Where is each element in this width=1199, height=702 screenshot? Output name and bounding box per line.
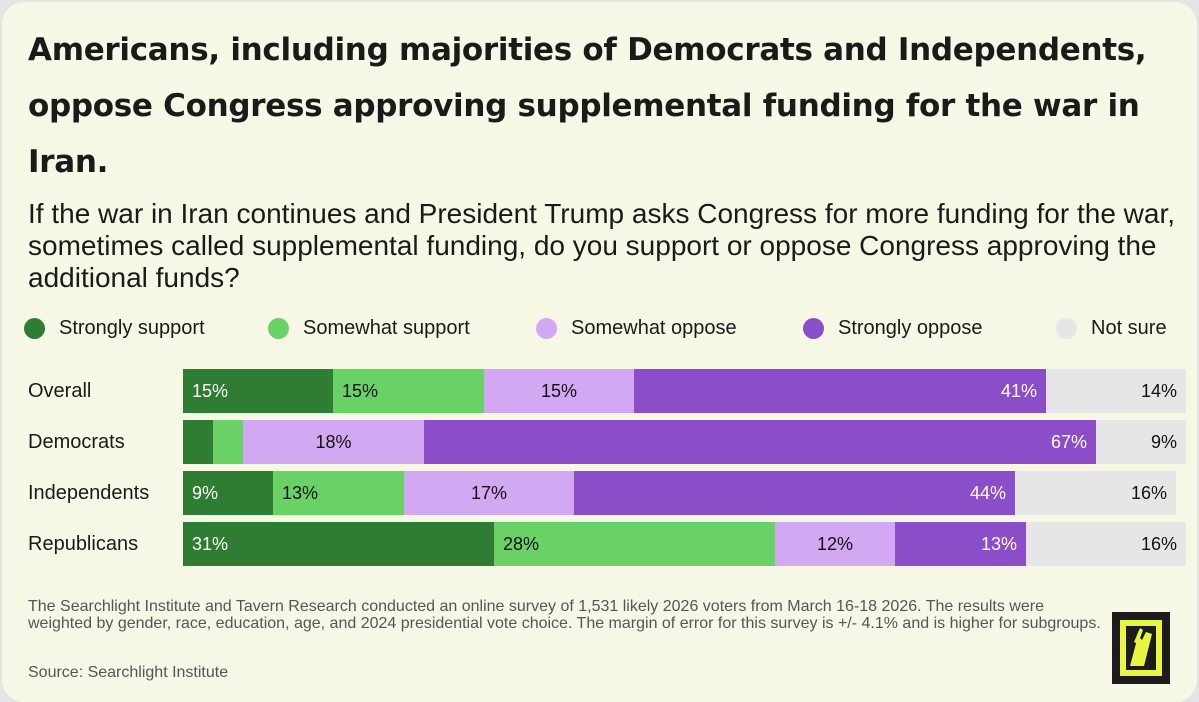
data-label: 16% (1130, 483, 1167, 503)
legend-item-somewhat-support: Somewhat support (268, 314, 470, 342)
data-label: 12% (816, 534, 854, 554)
legend-item-strongly-support: Strongly support (24, 314, 205, 342)
data-label: 41% (1000, 381, 1037, 401)
bar-democrats-somewhat-support (213, 420, 243, 464)
data-label: 44% (969, 483, 1006, 503)
legend-label-somewhat-support: Somewhat support (303, 316, 470, 339)
bar-democrats-not-sure: 9% (1096, 420, 1186, 464)
legend-swatch-somewhat-support (268, 317, 289, 339)
bar-republicans-somewhat-oppose: 12% (775, 522, 895, 566)
data-label: 13% (980, 534, 1017, 554)
legend-item-somewhat-oppose: Somewhat oppose (536, 314, 737, 342)
source-note: Source: Searchlight Institute (28, 664, 229, 681)
bar-independents-strongly-oppose: 44% (574, 471, 1015, 515)
legend-label-not-sure: Not sure (1091, 316, 1167, 339)
legend-label-strongly-oppose: Strongly oppose (838, 316, 983, 339)
legend-swatch-strongly-support (24, 317, 45, 339)
chart-subtitle: If the war in Iran continues and Preside… (28, 198, 1176, 293)
bar-overall-somewhat-support: 15% (333, 369, 484, 413)
bar-democrats-strongly-support (183, 420, 213, 464)
data-label: 17% (470, 483, 508, 503)
bar-independents-not-sure: 16% (1015, 471, 1176, 515)
bar-republicans-not-sure: 16% (1026, 522, 1186, 566)
data-label: 9% (1150, 432, 1177, 452)
data-label: 28% (503, 534, 540, 554)
bar-independents-somewhat-oppose: 17% (404, 471, 574, 515)
chart-title: Americans, including majorities of Democ… (28, 32, 1147, 180)
bar-republicans-somewhat-support: 28% (494, 522, 775, 566)
row-label-independents: Independents (28, 482, 150, 504)
methodology-note: The Searchlight Institute and Tavern Res… (28, 598, 1101, 632)
row-label-democrats: Democrats (28, 431, 125, 453)
row-label-overall: Overall (28, 380, 92, 402)
data-label: 31% (192, 534, 229, 554)
data-label: 67% (1050, 432, 1087, 452)
data-label: 9% (192, 483, 219, 503)
bar-democrats-strongly-oppose: 67% (424, 420, 1096, 464)
data-label: 15% (342, 381, 379, 401)
data-label: 15% (192, 381, 229, 401)
bar-republicans-strongly-oppose: 13% (895, 522, 1026, 566)
bar-republicans-strongly-support: 31% (183, 522, 494, 566)
bar-independents-somewhat-support: 13% (273, 471, 404, 515)
bar-overall-strongly-oppose: 41% (634, 369, 1046, 413)
row-label-republicans: Republicans (28, 533, 139, 555)
legend-label-somewhat-oppose: Somewhat oppose (571, 316, 737, 339)
bar-overall-somewhat-oppose: 15% (484, 369, 634, 413)
data-label: 15% (540, 381, 578, 401)
searchlight-logo (1112, 612, 1170, 684)
bar-overall-strongly-support: 15% (183, 369, 333, 413)
data-label: 13% (282, 483, 319, 503)
searchlight-logo-icon (1120, 620, 1162, 676)
bar-overall-not-sure: 14% (1046, 369, 1186, 413)
bar-independents-strongly-support: 9% (183, 471, 273, 515)
legend-swatch-strongly-oppose (803, 317, 824, 339)
legend-item-not-sure: Not sure (1056, 314, 1167, 342)
data-label: 16% (1140, 534, 1177, 554)
data-label: 18% (315, 432, 352, 452)
bar-democrats-somewhat-oppose: 18% (243, 420, 424, 464)
legend-swatch-not-sure (1056, 317, 1077, 339)
legend-swatch-somewhat-oppose (536, 317, 557, 339)
legend-item-strongly-oppose: Strongly oppose (803, 314, 983, 342)
data-label: 14% (1140, 381, 1177, 401)
legend-label-strongly-support: Strongly support (59, 316, 205, 339)
